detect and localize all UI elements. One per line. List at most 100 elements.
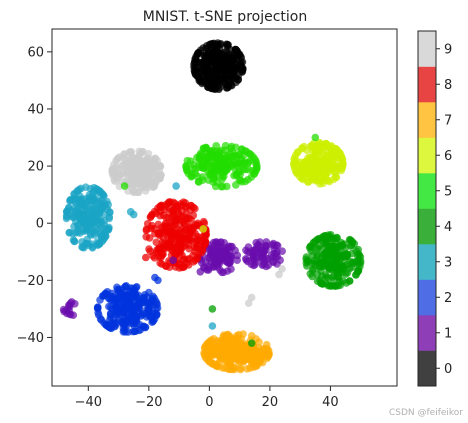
point xyxy=(237,155,246,163)
point xyxy=(253,249,262,258)
point xyxy=(253,162,261,170)
point xyxy=(144,306,153,315)
point xyxy=(339,277,347,285)
outlier-point xyxy=(142,253,150,262)
point xyxy=(258,261,267,270)
point xyxy=(327,231,335,239)
point xyxy=(70,237,79,246)
point xyxy=(310,244,319,253)
point xyxy=(105,302,113,311)
point xyxy=(156,161,164,170)
point xyxy=(224,338,232,347)
point xyxy=(200,157,208,165)
point xyxy=(150,173,158,182)
point xyxy=(105,294,113,303)
point xyxy=(139,148,147,156)
colorbar-segment xyxy=(418,315,436,351)
point xyxy=(256,353,265,361)
point xyxy=(189,211,198,220)
point xyxy=(209,349,218,358)
point xyxy=(143,178,151,187)
cluster-digit-5 xyxy=(182,141,261,191)
colorbar-segment xyxy=(418,244,436,280)
point xyxy=(66,197,74,205)
point xyxy=(152,238,161,247)
point xyxy=(140,322,148,331)
point xyxy=(218,175,226,184)
point xyxy=(222,163,231,171)
point xyxy=(100,319,108,327)
cluster-digit-3 xyxy=(62,183,114,252)
colorbar-tick-label: 6 xyxy=(444,149,452,164)
outlier-point xyxy=(172,182,180,190)
point xyxy=(63,213,71,221)
point xyxy=(193,237,201,245)
point xyxy=(162,262,170,271)
point xyxy=(345,264,354,273)
point xyxy=(149,317,157,325)
point xyxy=(229,363,237,372)
outlier-point xyxy=(129,210,138,219)
point xyxy=(250,169,259,178)
cluster-digit-0 xyxy=(190,39,247,94)
point xyxy=(234,168,242,176)
point xyxy=(346,236,355,244)
point xyxy=(216,351,225,359)
point xyxy=(94,303,102,311)
outlier-point xyxy=(247,293,256,302)
point xyxy=(205,253,213,262)
point xyxy=(97,232,105,241)
point xyxy=(227,81,236,89)
point xyxy=(227,57,235,65)
point xyxy=(243,257,252,266)
colorbar-segment xyxy=(418,31,436,67)
point xyxy=(269,239,278,248)
cluster-digit-1 xyxy=(195,238,242,277)
point xyxy=(315,263,324,271)
point xyxy=(127,148,135,156)
point xyxy=(74,228,82,236)
colorbar-tick-label: 9 xyxy=(444,42,452,57)
colorbar-tick-label: 0 xyxy=(444,362,452,377)
point xyxy=(223,267,232,275)
point xyxy=(227,142,236,151)
point xyxy=(332,173,341,181)
point xyxy=(215,260,223,268)
point xyxy=(320,170,328,179)
point xyxy=(131,292,139,301)
point xyxy=(96,296,104,304)
point xyxy=(224,41,232,49)
cluster-digit-1 xyxy=(59,298,79,320)
point xyxy=(232,181,240,189)
colorbar-segment xyxy=(418,279,436,316)
point xyxy=(216,161,225,170)
colorbar-segment xyxy=(418,102,436,138)
point xyxy=(318,164,327,172)
point xyxy=(352,271,360,279)
x-tick-label: −40 xyxy=(75,395,102,410)
point xyxy=(230,152,238,160)
chart-title: MNIST. t-SNE projection xyxy=(143,9,307,25)
point xyxy=(122,282,130,290)
point xyxy=(356,253,365,261)
point xyxy=(229,344,238,353)
point xyxy=(206,40,215,48)
outlier-point xyxy=(311,133,320,142)
point xyxy=(312,170,321,178)
point xyxy=(72,217,80,226)
point xyxy=(242,147,251,156)
point xyxy=(194,48,203,57)
point xyxy=(236,60,245,69)
point xyxy=(278,247,287,255)
point xyxy=(94,214,102,222)
point xyxy=(264,353,272,361)
point xyxy=(235,330,243,339)
point xyxy=(154,244,163,253)
cluster-digit-7 xyxy=(200,330,273,374)
cluster-digit-6 xyxy=(290,138,347,188)
y-tick-label: −40 xyxy=(17,331,44,346)
point xyxy=(123,299,131,307)
point xyxy=(337,153,346,161)
point xyxy=(340,240,348,248)
point xyxy=(135,178,143,187)
